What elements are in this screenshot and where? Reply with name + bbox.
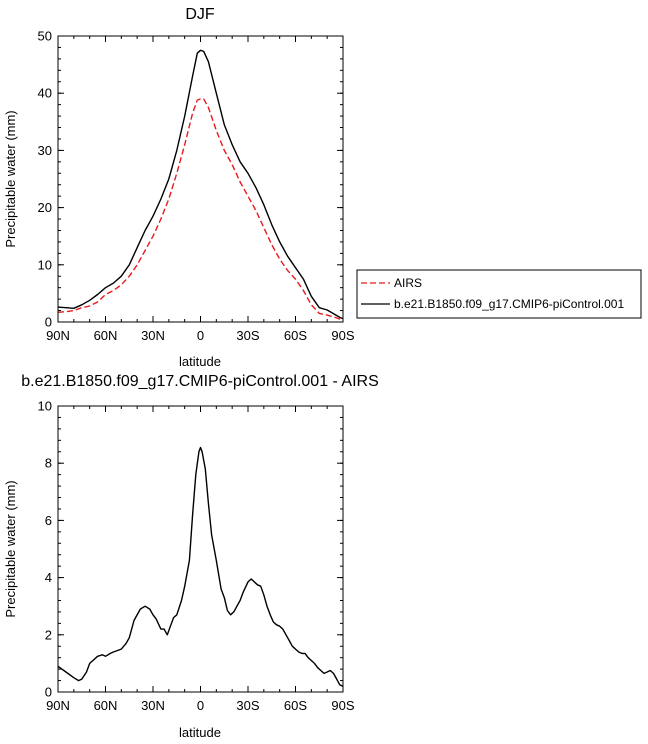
difference-x-tick-label: 30N (141, 698, 165, 713)
djf-x-tick-label: 0 (197, 328, 204, 343)
difference-y-tick-label: 0 (45, 685, 52, 700)
legend-label-airs: AIRS (394, 276, 422, 290)
djf-x-tick-label: 90N (46, 328, 70, 343)
djf-y-axis-title: Precipitable water (mm) (3, 110, 18, 247)
djf-panel: DJF 90N 60N 30N 0 30S 60S 90S 0 10 20 30 40 50 latit… (3, 6, 642, 369)
difference-title: b.e21.B1850.f09_g17.CMIP6-piControl.001 … (21, 373, 379, 390)
djf-x-tick-label: 30S (236, 328, 259, 343)
difference-x-tick-label: 90N (46, 698, 70, 713)
djf-x-tick-label: 60S (284, 328, 307, 343)
djf-axes: 90N 60N 30N 0 30S 60S 90S 0 10 20 30 40 50 (38, 29, 355, 344)
difference-panel: b.e21.B1850.f09_g17.CMIP6-piControl.001 … (3, 373, 379, 740)
difference-x-tick-label: 90S (331, 698, 354, 713)
difference-y-tick-label: 10 (38, 399, 52, 414)
djf-title: DJF (185, 6, 215, 23)
djf-plot-frame (57, 35, 344, 323)
difference-series-line-0 (57, 446, 344, 687)
legend-label-model: b.e21.B1850.f09_g17.CMIP6-piControl.001 (394, 297, 624, 311)
difference-y-tick-label: 8 (45, 456, 52, 471)
difference-x-axis-title: latitude (179, 725, 221, 740)
djf-y-tick-label: 50 (38, 29, 52, 44)
difference-y-tick-label: 6 (45, 513, 52, 528)
djf-series-line-0 (57, 98, 344, 321)
djf-x-tick-label: 60N (94, 328, 118, 343)
djf-x-axis-title: latitude (179, 354, 221, 369)
djf-x-tick-label: 30N (141, 328, 165, 343)
djf-y-tick-label: 30 (38, 143, 52, 158)
difference-x-tick-label: 60S (284, 698, 307, 713)
djf-series-line-1 (57, 49, 344, 320)
djf-y-tick-label: 10 (38, 257, 52, 272)
difference-y-tick-label: 4 (45, 570, 52, 585)
legend-box (356, 269, 642, 319)
djf-y-tick-label: 0 (45, 315, 52, 330)
difference-x-tick-label: 60N (94, 698, 118, 713)
difference-x-tick-label: 30S (236, 698, 259, 713)
djf-series-group (57, 49, 344, 321)
difference-axes: 90N 60N 30N 0 30S 60S 90S 0 2 4 6 8 10 (38, 399, 355, 714)
legend: AIRS b.e21.B1850.f09_g17.CMIP6-piControl… (356, 269, 642, 319)
difference-series-group (57, 446, 344, 687)
difference-x-tick-label: 0 (197, 698, 204, 713)
djf-x-tick-label: 90S (331, 328, 354, 343)
djf-y-tick-label: 20 (38, 200, 52, 215)
djf-y-tick-label: 40 (38, 86, 52, 101)
difference-y-tick-label: 2 (45, 627, 52, 642)
difference-y-axis-title: Precipitable water (mm) (3, 480, 18, 617)
